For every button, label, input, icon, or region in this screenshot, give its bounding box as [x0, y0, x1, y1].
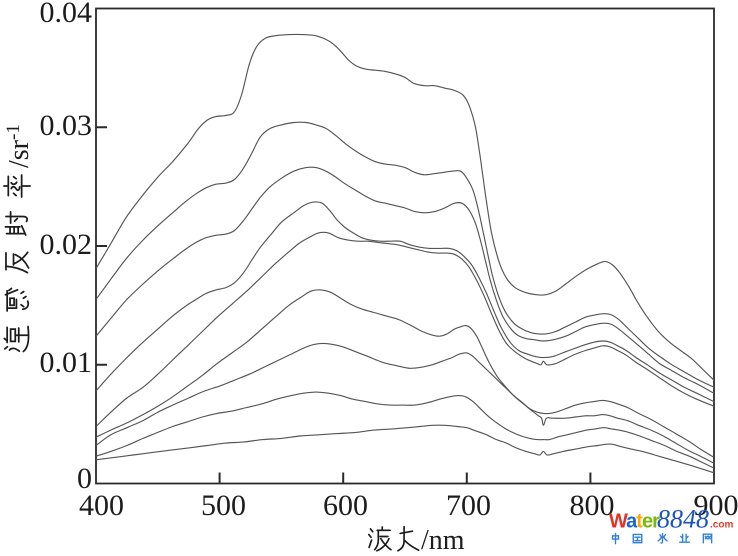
svg-text:/sr-1: /sr-1 — [3, 124, 35, 168]
svg-text:900: 900 — [694, 489, 738, 522]
svg-text:0.03: 0.03 — [40, 109, 93, 142]
svg-text:700: 700 — [446, 489, 491, 522]
svg-text:0: 0 — [77, 462, 92, 495]
svg-text:.com: .com — [710, 520, 733, 531]
svg-text:0.02: 0.02 — [40, 228, 93, 261]
svg-text:500: 500 — [201, 489, 246, 522]
svg-text:8848: 8848 — [657, 505, 709, 534]
svg-text:400: 400 — [79, 489, 124, 522]
svg-text:0.01: 0.01 — [40, 346, 93, 379]
svg-text:Water: Water — [609, 511, 660, 533]
svg-text:600: 600 — [323, 489, 368, 522]
svg-text:0.04: 0.04 — [40, 0, 93, 29]
svg-text:/nm: /nm — [421, 525, 465, 556]
svg-text:800: 800 — [570, 489, 615, 522]
